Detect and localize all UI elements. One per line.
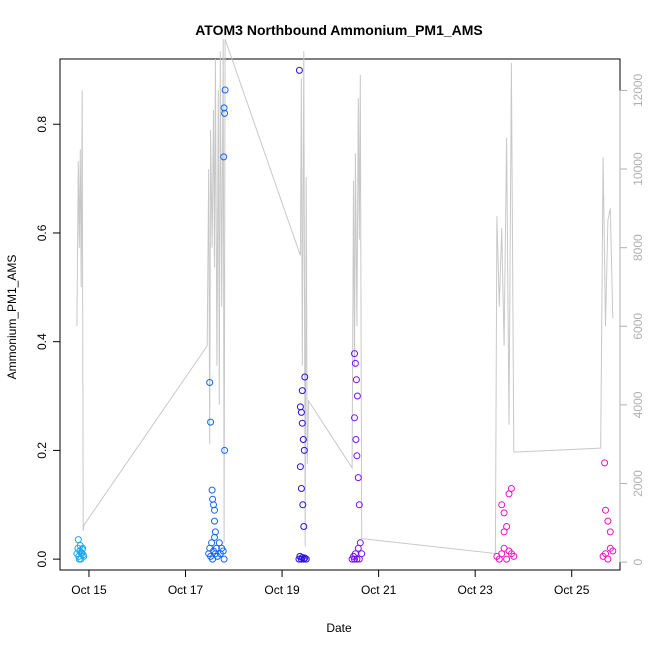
- data-point-s1-3: [208, 539, 216, 547]
- y-axis-label: Ammonium_PM1_AMS: [5, 255, 19, 380]
- data-point-s4-16: [604, 555, 612, 563]
- data-point-s2-9: [298, 419, 306, 427]
- y-tick-label: 0.4: [35, 333, 49, 350]
- data-point-s2-11: [300, 446, 308, 454]
- data-point-s2-4: [300, 555, 308, 563]
- y-axis-right: 0 2000 4000 6000 8000 10000 12000: [619, 73, 645, 565]
- data-point-s2-12: [296, 463, 304, 471]
- data-point-s1-14: [220, 555, 228, 563]
- data-point-s1-8: [212, 544, 220, 552]
- data-point-s1-17: [208, 486, 216, 494]
- x-tick-label: Oct 15: [71, 583, 107, 597]
- y-tick-label: 0.2: [35, 442, 49, 459]
- data-point-s1-25: [221, 446, 229, 454]
- data-point-s0-12: [77, 549, 85, 557]
- data-point-s1-6: [211, 533, 218, 541]
- data-point-s0-9: [76, 542, 84, 549]
- data-point-s3-4: [353, 555, 361, 563]
- data-point-s4-13: [500, 528, 508, 536]
- data-point-s1-20: [211, 528, 219, 536]
- data-point-s1-27: [211, 506, 218, 514]
- x-tick-label: Oct 23: [457, 583, 493, 597]
- y2-tick-label: 10000: [631, 152, 645, 186]
- data-point-s2-10: [299, 436, 307, 443]
- data-point-s3-14: [352, 436, 360, 443]
- data-point-s2-16: [295, 66, 303, 74]
- data-point-s2-13: [297, 485, 305, 492]
- data-point-s4-21: [606, 528, 614, 536]
- y-axis-left: 0.0 0.2 0.4 0.6 0.8: [35, 116, 61, 567]
- data-points-layer: [73, 66, 617, 563]
- y2-tick-label: 2000: [631, 470, 645, 497]
- x-axis-label: Date: [326, 621, 352, 635]
- data-point-s3-8: [358, 550, 366, 558]
- data-point-s2-3: [298, 554, 306, 561]
- y2-tick-label: 4000: [631, 391, 645, 418]
- data-point-s2-6: [302, 555, 310, 563]
- x-tick-label: Oct 19: [264, 583, 300, 597]
- data-point-s3-16: [354, 474, 362, 482]
- plot-frame: [59, 58, 621, 571]
- data-point-s2-18: [298, 387, 306, 395]
- data-point-s0-8: [74, 536, 82, 544]
- y-tick-label: 0.6: [35, 224, 49, 241]
- y2-tick-label: 12000: [631, 73, 645, 107]
- data-point-s3-15: [353, 452, 361, 460]
- data-point-s4-19: [602, 506, 609, 514]
- x-axis: Oct 15 Oct 17 Oct 19 Oct 21 Oct 23 Oct 25: [71, 569, 590, 597]
- data-point-s3-12: [353, 392, 361, 400]
- y-tick-label: 0.8: [35, 116, 49, 133]
- data-point-s2-5: [301, 554, 309, 562]
- data-point-s0-11: [75, 555, 83, 563]
- data-point-s1-19: [211, 517, 218, 525]
- data-point-s2-15: [300, 523, 308, 530]
- data-point-s1-26: [209, 495, 217, 503]
- data-point-s3-17: [355, 501, 363, 509]
- altitude-series-line: [76, 39, 614, 555]
- data-point-s1-13: [219, 547, 227, 555]
- data-point-s1-21: [221, 86, 229, 94]
- data-point-s4-18: [609, 547, 617, 555]
- data-point-s2-17: [301, 373, 309, 381]
- y2-tick-label: 6000: [631, 313, 645, 340]
- x-tick-label: Oct 21: [361, 583, 397, 597]
- y2-tick-label: 0: [631, 558, 645, 565]
- data-point-s1-16: [207, 418, 215, 426]
- data-point-s3-10: [351, 359, 359, 367]
- data-point-s4-22: [601, 459, 609, 467]
- data-point-s4-7: [510, 552, 518, 560]
- data-point-s2-8: [297, 408, 305, 416]
- data-point-s4-20: [604, 517, 612, 525]
- data-point-s0-13: [79, 551, 87, 559]
- x-tick-label: Oct 17: [168, 583, 204, 597]
- chart-title: ATOM3 Northbound Ammonium_PM1_AMS: [195, 22, 483, 38]
- data-point-s3-11: [352, 376, 360, 384]
- data-point-s3-7: [356, 539, 364, 547]
- data-point-s1-23: [221, 109, 229, 117]
- x-tick-label: Oct 25: [554, 583, 590, 597]
- y-tick-label: 0.0: [35, 550, 49, 567]
- data-point-s3-13: [351, 414, 358, 422]
- data-point-s4-8: [498, 501, 506, 509]
- y2-tick-label: 8000: [631, 234, 645, 261]
- altitude-line-layer: [76, 39, 614, 555]
- data-point-s4-9: [500, 509, 508, 517]
- data-point-s3-9: [351, 350, 358, 358]
- data-point-s1-24: [220, 153, 228, 161]
- data-point-s4-12: [507, 485, 515, 492]
- data-point-s2-7: [296, 403, 304, 411]
- data-point-s2-14: [299, 501, 307, 509]
- data-point-s4-4: [503, 555, 511, 563]
- data-point-s1-15: [206, 379, 214, 386]
